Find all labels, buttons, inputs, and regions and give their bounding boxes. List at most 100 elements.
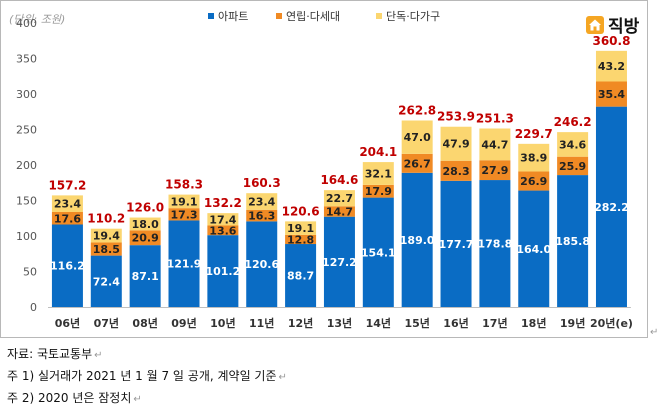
bar-segment-detached: [557, 132, 589, 157]
data-label: 16.3: [248, 210, 275, 223]
x-tick-label: 13년: [327, 316, 352, 330]
data-label: 19.1: [287, 222, 314, 235]
data-label: 72.4: [93, 275, 120, 288]
total-label: 251.3: [476, 112, 514, 126]
bar-segment-rowhouse: [285, 234, 317, 245]
data-label: 12.8: [287, 233, 314, 246]
bar-segment-detached: [401, 120, 433, 154]
total-label: 253.9: [437, 110, 475, 124]
x-tick-label: 06년: [55, 316, 80, 330]
data-label: 14.7: [326, 205, 353, 218]
data-label: 23.4: [248, 195, 275, 208]
legend-swatch: [208, 13, 214, 19]
total-label: 126.0: [126, 201, 164, 215]
total-label: 204.1: [359, 145, 397, 159]
data-label: 47.0: [404, 131, 431, 144]
y-tick-label: 250: [16, 124, 37, 137]
bar-segment-rowhouse: [129, 230, 161, 246]
data-label: 43.2: [598, 60, 625, 73]
bar-segment-rowhouse: [323, 206, 355, 217]
data-label: 127.2: [322, 256, 357, 269]
footnote-1: 주 1) 실거래가 2021 년 1 월 7 일 공개, 계약일 기준 ↵: [7, 366, 287, 388]
data-label: 13.6: [209, 224, 236, 237]
y-tick-label: 150: [16, 195, 37, 208]
bar-segment-detached: [595, 50, 627, 82]
legend-label: 단독·다가구: [386, 10, 440, 23]
footnote-text: 주 2) 2020 년은 잠정치: [7, 391, 132, 405]
bar-segment-apartment: [207, 235, 239, 307]
data-label: 18.0: [132, 218, 159, 231]
total-label: 158.3: [165, 178, 203, 192]
bar-segment-rowhouse: [168, 208, 200, 221]
bar-segment-detached: [518, 143, 550, 172]
x-tick-label: 16년: [443, 316, 468, 330]
data-label: 19.4: [93, 230, 120, 243]
x-tick-label: 10년: [210, 316, 235, 330]
data-label: 19.1: [170, 195, 197, 208]
data-label: 177.7: [439, 238, 474, 251]
y-tick-label: 50: [23, 266, 37, 279]
brand-logo: 직방: [585, 12, 639, 37]
total-label: 246.2: [554, 115, 592, 129]
x-tick-label: 14년: [366, 316, 391, 330]
unit-label: (단위: 조원): [9, 13, 65, 26]
total-label: 157.2: [48, 178, 86, 192]
legend-swatch: [276, 13, 282, 19]
data-label: 32.1: [365, 167, 392, 180]
data-label: 154.1: [361, 246, 396, 259]
x-tick-label: 19년: [560, 316, 585, 330]
bar-segment-detached: [51, 195, 83, 213]
bar-segment-apartment: [362, 197, 394, 307]
y-tick-label: 400: [16, 17, 37, 30]
bar-segment-apartment: [168, 220, 200, 307]
bar-segment-detached: [479, 128, 511, 161]
y-tick-label: 300: [16, 88, 37, 101]
x-tick-label: 20년(e): [590, 316, 633, 330]
stacked-bar-chart: (단위: 조원) 0 50 100 150 200 250 300 350 400 116.2 17.…: [9, 10, 633, 330]
footnote-text: 자료: 국토교통부: [7, 347, 93, 361]
data-label: 189.0: [400, 234, 435, 247]
data-label: 26.9: [520, 175, 547, 188]
bar-segment-apartment: [479, 180, 511, 307]
bar-segment-apartment: [518, 190, 550, 307]
data-label: 38.9: [520, 152, 547, 165]
data-label: 28.3: [442, 165, 469, 178]
total-label: 132.2: [204, 196, 242, 210]
bar-segment-apartment: [323, 216, 355, 307]
bar-segment-detached: [90, 228, 122, 243]
data-label: 25.9: [559, 160, 586, 173]
bar-segment-rowhouse: [207, 225, 239, 236]
data-label: 116.2: [50, 260, 85, 273]
data-label: 185.8: [555, 235, 590, 248]
bar-segment-detached: [323, 190, 355, 207]
x-tick-label: 12년: [288, 316, 313, 330]
bar-segment-apartment: [285, 244, 317, 307]
x-tick-label: 15년: [404, 316, 429, 330]
bar-segment-rowhouse: [90, 242, 122, 256]
total-label: 164.6: [320, 173, 358, 187]
legend-label: 연립·다세대: [286, 10, 340, 23]
data-label: 34.6: [559, 138, 586, 151]
footnote-text: 주 1) 실거래가 2021 년 1 월 7 일 공개, 계약일 기준: [7, 369, 277, 383]
bar-segment-detached: [285, 221, 317, 235]
legend-label: 아파트: [218, 10, 248, 23]
bar-segment-rowhouse: [595, 81, 627, 107]
x-tick-label: 11년: [249, 316, 274, 330]
bar-segment-apartment: [440, 180, 472, 307]
return-mark: ↵: [94, 350, 103, 361]
data-label: 120.6: [244, 258, 279, 271]
bar-segment-rowhouse: [401, 153, 433, 173]
total-label: 262.8: [398, 103, 436, 117]
y-tick-label: 0: [30, 301, 37, 314]
bar-segment-detached: [246, 193, 278, 210]
bar-segment-detached: [362, 162, 394, 185]
bar-segment-rowhouse: [440, 160, 472, 181]
data-label: 17.4: [209, 213, 236, 226]
bar-segment-apartment: [129, 245, 161, 307]
bar-segment-apartment: [595, 106, 627, 307]
total-label: 110.2: [87, 212, 125, 226]
y-tick-label: 200: [16, 159, 37, 172]
data-label: 101.2: [205, 265, 240, 278]
bar-segment-apartment: [90, 255, 122, 307]
data-label: 17.9: [365, 185, 392, 198]
